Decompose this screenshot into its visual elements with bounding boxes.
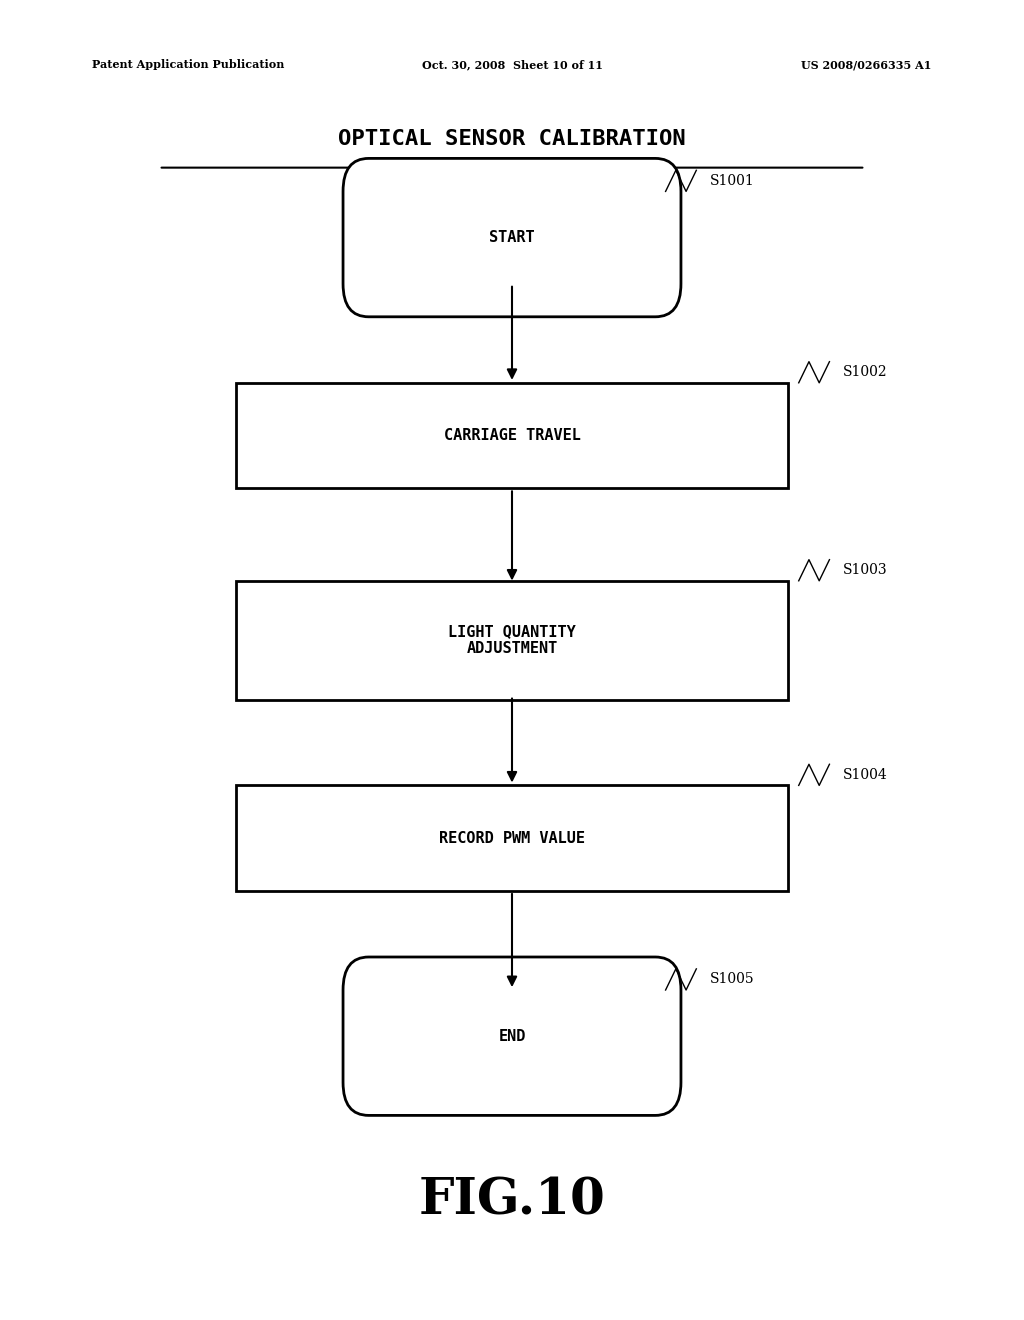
Text: S1003: S1003: [843, 564, 888, 577]
Text: CARRIAGE TRAVEL: CARRIAGE TRAVEL: [443, 428, 581, 444]
Text: S1004: S1004: [843, 768, 888, 781]
Text: Oct. 30, 2008  Sheet 10 of 11: Oct. 30, 2008 Sheet 10 of 11: [422, 59, 602, 70]
Text: OPTICAL SENSOR CALIBRATION: OPTICAL SENSOR CALIBRATION: [338, 128, 686, 149]
Text: FIG.10: FIG.10: [419, 1176, 605, 1226]
Text: START: START: [489, 230, 535, 246]
FancyBboxPatch shape: [343, 158, 681, 317]
Text: S1005: S1005: [710, 973, 755, 986]
Bar: [236, 581, 788, 700]
FancyBboxPatch shape: [343, 957, 681, 1115]
Text: S1001: S1001: [710, 174, 755, 187]
Bar: [236, 383, 788, 488]
Text: END: END: [499, 1028, 525, 1044]
Text: RECORD PWM VALUE: RECORD PWM VALUE: [439, 830, 585, 846]
Text: S1002: S1002: [843, 366, 888, 379]
Bar: [236, 785, 788, 891]
Text: Patent Application Publication: Patent Application Publication: [92, 59, 285, 70]
Text: LIGHT QUANTITY
ADJUSTMENT: LIGHT QUANTITY ADJUSTMENT: [449, 624, 575, 656]
Text: US 2008/0266335 A1: US 2008/0266335 A1: [802, 59, 932, 70]
